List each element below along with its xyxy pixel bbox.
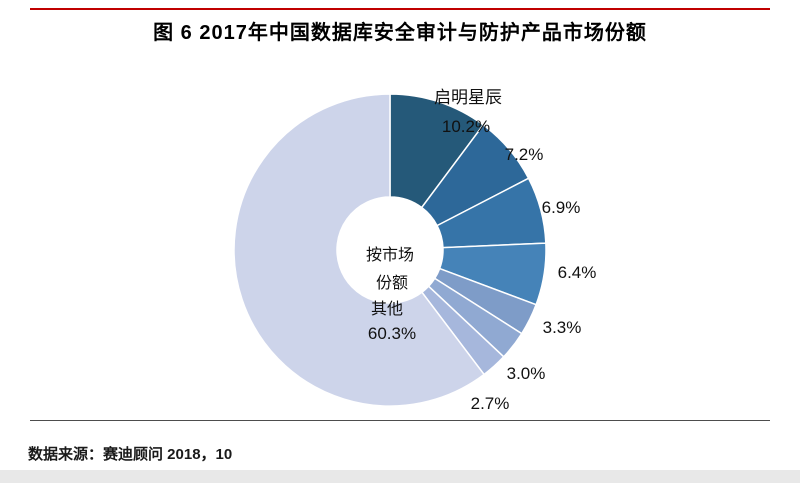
pie-segment-其他 [233,93,486,407]
segment-value-label: 6.9% [542,198,581,217]
segment-value-label: 10.2% [442,117,490,136]
top-divider [30,8,770,10]
bottom-divider [30,420,770,421]
segment-value-label: 7.2% [505,145,544,164]
other-name-label: 其他 [371,300,403,318]
segment-name-label: 启明星辰 [434,88,502,107]
chart-title: 图 6 2017年中国数据库安全审计与防护产品市场份额 [153,22,647,44]
other-value-label: 60.3% [368,324,416,343]
data-source: 数据来源：赛迪顾问 2018，10 [28,446,233,463]
center-label-line2: 份额 [376,274,408,292]
segment-value-label: 6.4% [558,263,597,282]
footer-strip [0,470,800,483]
segment-value-label: 2.7% [471,394,510,413]
segment-value-label: 3.0% [507,364,546,383]
segment-value-label: 3.3% [543,318,582,337]
center-label-line1: 按市场 [366,246,414,264]
